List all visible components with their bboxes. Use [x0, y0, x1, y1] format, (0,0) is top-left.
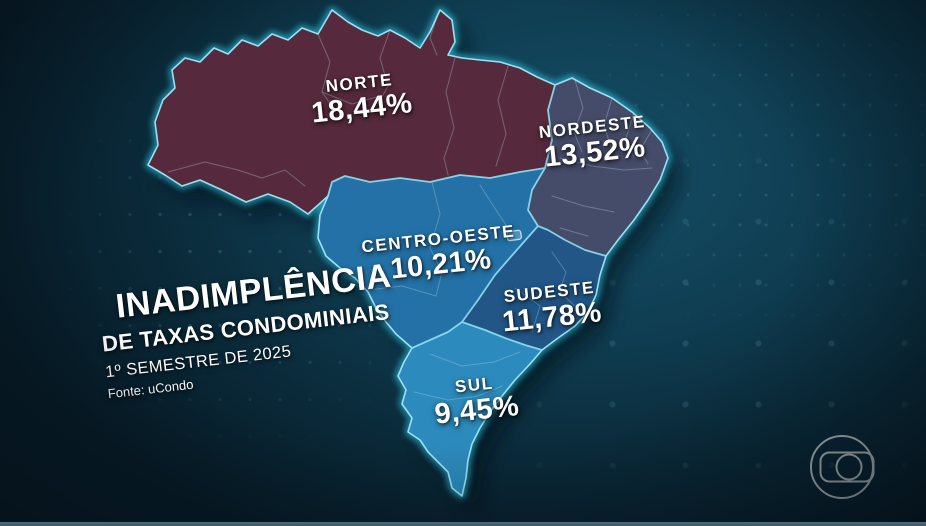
label-sul: SUL 9,45% — [431, 372, 521, 431]
label-sudeste: SUDESTE 11,78% — [499, 278, 604, 338]
globo-logo-icon — [810, 435, 875, 499]
label-nordeste: NORDESTE 13,52% — [538, 112, 650, 173]
label-norte: NORTE 18,44% — [308, 69, 414, 129]
bottom-edge-strip — [0, 522, 926, 526]
